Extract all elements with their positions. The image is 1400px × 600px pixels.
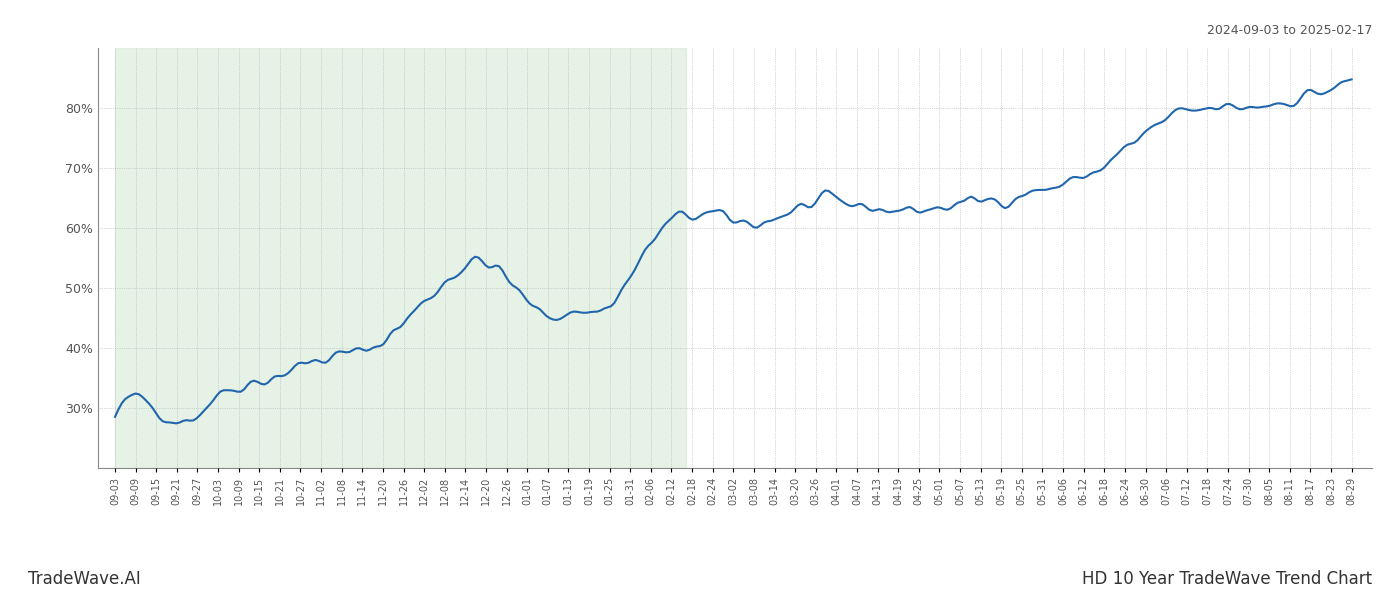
Text: TradeWave.AI: TradeWave.AI — [28, 570, 141, 588]
Text: HD 10 Year TradeWave Trend Chart: HD 10 Year TradeWave Trend Chart — [1082, 570, 1372, 588]
Text: 2024-09-03 to 2025-02-17: 2024-09-03 to 2025-02-17 — [1207, 24, 1372, 37]
Bar — [115, 48, 686, 468]
